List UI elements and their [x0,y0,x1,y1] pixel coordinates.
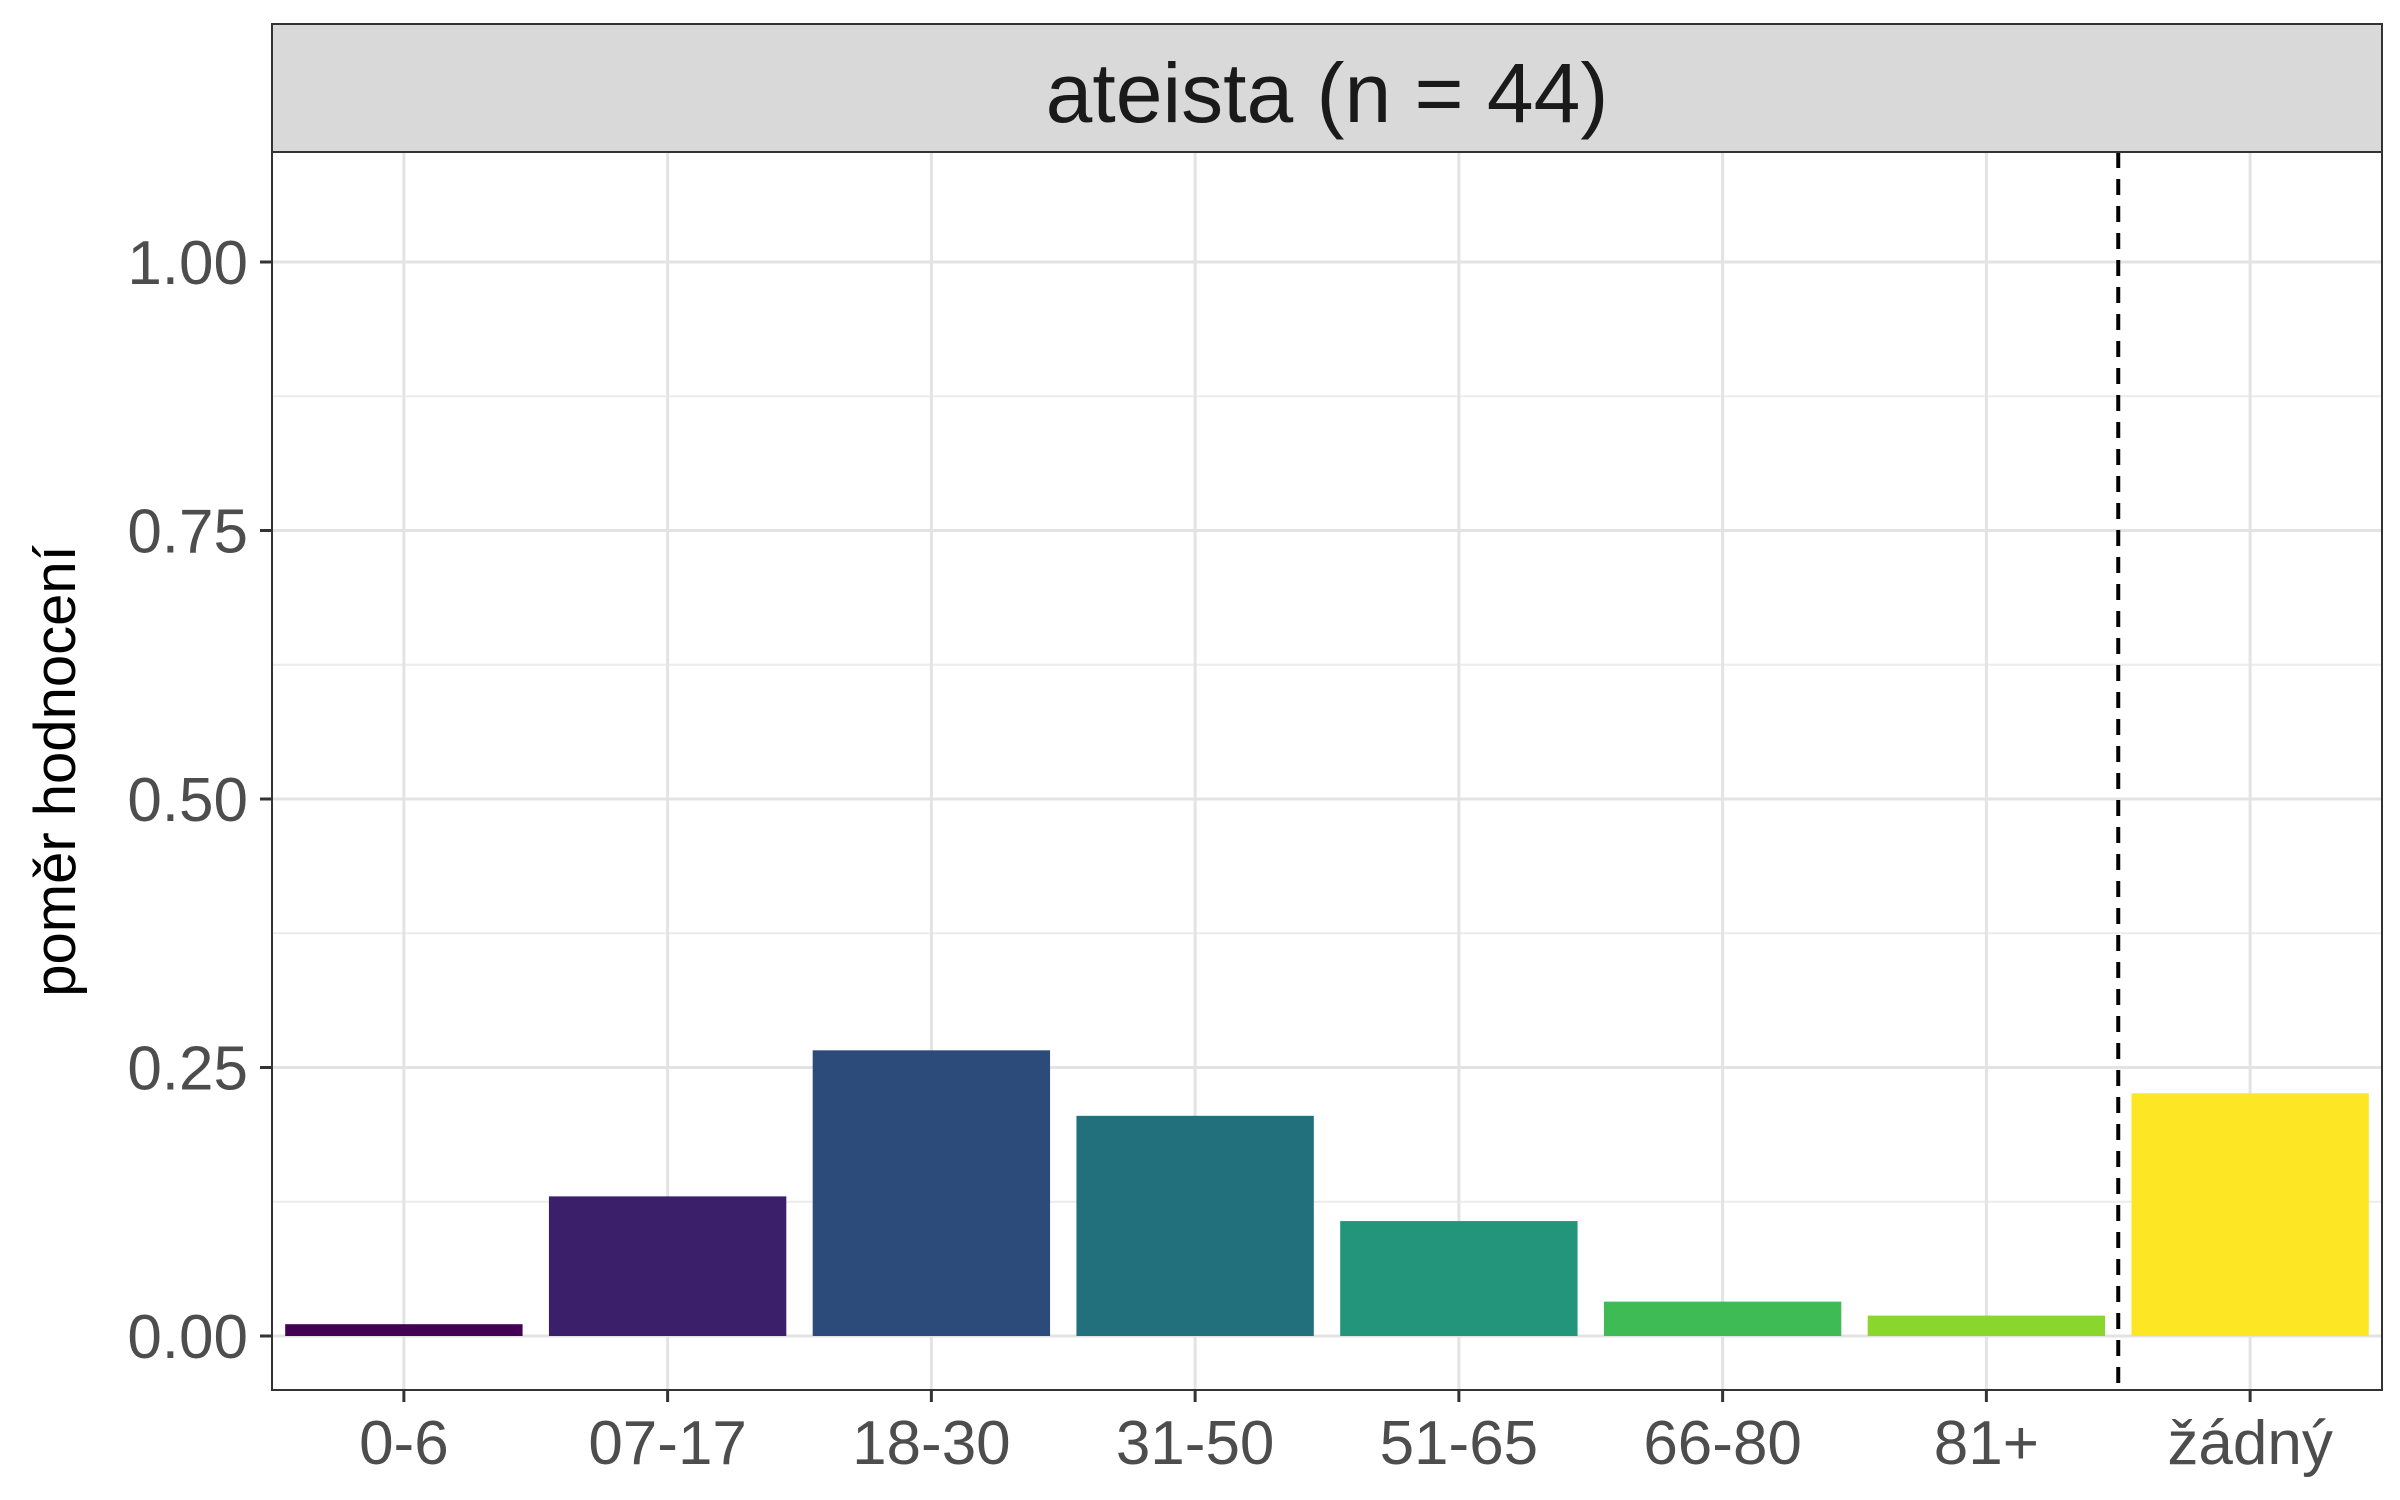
x-tick-label: 66-80 [1643,1409,1802,1478]
y-tick-label: 1.00 [127,229,248,298]
bar-66-80 [1603,1301,1842,1336]
y-tick-label: 0.25 [127,1035,248,1104]
bar-07-17 [548,1196,787,1336]
bar-31-50 [1076,1115,1314,1336]
major-gridlines [272,152,2382,1390]
x-tick-label: žádný [2167,1409,2332,1478]
y-tick-label: 0.00 [127,1303,248,1372]
y-tick-label: 0.75 [127,498,248,567]
bars [285,1050,2369,1336]
bar-18-30 [812,1050,1051,1336]
x-axis-ticks: 0-6 07-17 18-30 31-50 51-65 66-80 81+ žádný [359,1390,2333,1478]
x-tick-label: 07-17 [588,1409,747,1478]
x-tick-label: 18-30 [852,1409,1011,1478]
y-axis-ticks: 0.00 0.25 0.50 0.75 1.00 [127,229,272,1372]
bar-0-6 [285,1324,523,1336]
x-tick-label: 31-50 [1116,1409,1275,1478]
bar-81+ [1867,1315,2106,1336]
y-tick-label: 0.50 [127,766,248,835]
panel-background [272,152,2382,1390]
bar-51-65 [1340,1221,1578,1336]
x-tick-label: 51-65 [1380,1409,1539,1478]
x-tick-label: 81+ [1934,1409,2039,1478]
y-axis-title: poměr hodnocení [23,545,88,996]
bar-žádný [2131,1093,2369,1336]
facet-title: ateista (n = 44) [1046,46,1609,140]
facet-strip [271,23,2383,153]
x-tick-label: 0-6 [359,1409,449,1478]
